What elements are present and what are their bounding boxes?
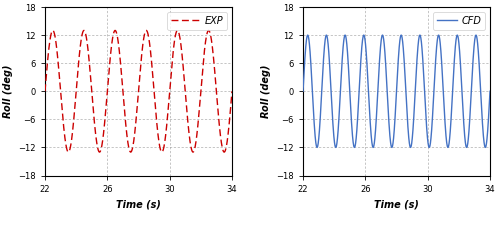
CFD xyxy=(332,146,338,149)
CFD xyxy=(304,34,310,37)
EXP xyxy=(221,151,227,154)
EXP xyxy=(64,146,70,149)
Y-axis label: Roll (deg): Roll (deg) xyxy=(3,65,13,118)
EXP xyxy=(50,29,56,32)
Line: CFD: CFD xyxy=(303,35,490,147)
CFD xyxy=(484,142,490,145)
CFD xyxy=(463,146,469,148)
CFD xyxy=(372,138,378,140)
CFD xyxy=(482,146,488,149)
CFD xyxy=(300,90,306,93)
CFD xyxy=(380,34,386,37)
Legend: EXP: EXP xyxy=(166,12,227,30)
EXP xyxy=(205,29,211,32)
EXP xyxy=(74,74,80,77)
X-axis label: Time (s): Time (s) xyxy=(116,199,161,209)
EXP xyxy=(229,90,235,93)
EXP xyxy=(122,113,128,116)
CFD xyxy=(487,90,493,93)
CFD xyxy=(322,46,328,49)
X-axis label: Time (s): Time (s) xyxy=(374,199,419,209)
Y-axis label: Roll (deg): Roll (deg) xyxy=(261,65,271,118)
EXP xyxy=(42,90,48,93)
Legend: CFD: CFD xyxy=(433,12,485,30)
EXP xyxy=(114,32,120,35)
Line: EXP: EXP xyxy=(45,30,232,152)
EXP xyxy=(226,130,232,133)
